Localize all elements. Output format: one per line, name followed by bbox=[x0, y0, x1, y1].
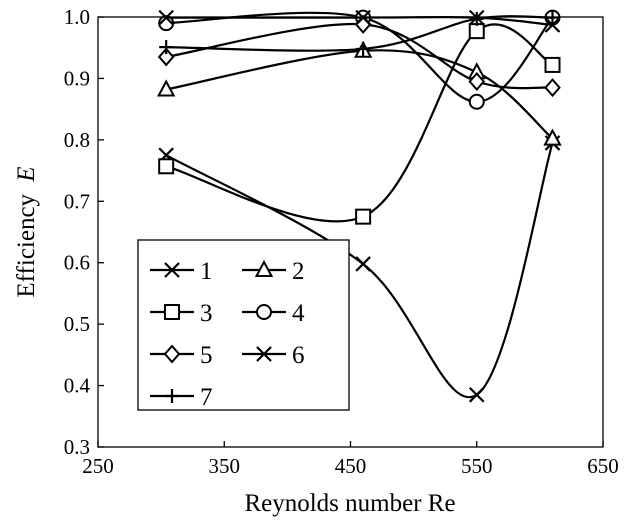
ticks-layer: 250 350 450 550 650 0.3 0.4 0.5 0.6 0.7 0.8 0.9 1.0 bbox=[64, 5, 619, 478]
legend-item-6: 6 bbox=[242, 342, 305, 369]
data-point-circle-marker bbox=[468, 93, 485, 110]
x-tick-label: 450 bbox=[335, 454, 367, 478]
legend-plus-marker bbox=[165, 389, 179, 403]
x-tick-label: 350 bbox=[209, 454, 241, 478]
legend: 1 2 3 4 5 6 7 bbox=[137, 239, 350, 411]
legend-label: 7 bbox=[200, 384, 213, 411]
data-point-square-marker bbox=[158, 158, 175, 175]
x-tick-label: 550 bbox=[461, 454, 493, 478]
legend-item-4: 4 bbox=[242, 300, 305, 327]
data-point-x-marker bbox=[355, 256, 371, 272]
data-point-diamond-marker bbox=[468, 71, 486, 92]
legend-item-7: 7 bbox=[150, 384, 213, 411]
legend-x-marker bbox=[256, 346, 272, 362]
legend-label: 2 bbox=[292, 258, 305, 285]
data-point-diamond-marker bbox=[157, 47, 175, 67]
legend-box bbox=[137, 239, 350, 411]
y-tick-label: 0.8 bbox=[64, 128, 90, 152]
x-axis-label: Reynolds number Re bbox=[244, 490, 455, 517]
y-tick-label: 1.0 bbox=[64, 5, 90, 29]
y-tick-label: 0.5 bbox=[64, 312, 90, 336]
data-point-triangle-marker bbox=[157, 79, 176, 97]
x-tick-label: 250 bbox=[82, 454, 114, 478]
legend-diamond-marker bbox=[163, 344, 181, 364]
y-axis-label-text: Efficiency bbox=[13, 193, 40, 297]
y-tick-label: 0.4 bbox=[64, 374, 91, 398]
data-point-square-marker bbox=[468, 23, 485, 40]
data-point-triangle-marker bbox=[543, 128, 562, 146]
data-point-plus-marker bbox=[159, 40, 174, 55]
legend-label: 1 bbox=[200, 258, 213, 285]
y-tick-label: 0.9 bbox=[64, 66, 90, 90]
series-line bbox=[166, 11, 554, 103]
legend-item-2: 2 bbox=[242, 258, 305, 285]
y-tick-label: 0.3 bbox=[64, 435, 90, 459]
y-axis-label: Efficiency E bbox=[13, 166, 40, 297]
series-3 bbox=[158, 23, 561, 225]
legend-square-marker bbox=[164, 304, 180, 320]
x-tick-label: 650 bbox=[587, 454, 619, 478]
legend-label: 6 bbox=[292, 342, 305, 369]
legend-item-1: 1 bbox=[150, 258, 213, 285]
series-line bbox=[165, 49, 554, 140]
legend-label: 3 bbox=[200, 300, 213, 327]
y-axis-label-variable: E bbox=[13, 166, 40, 182]
legend-circle-marker bbox=[256, 304, 272, 320]
series-layer bbox=[157, 9, 562, 403]
y-tick-label: 0.7 bbox=[64, 189, 90, 213]
data-point-x-marker bbox=[468, 387, 485, 403]
series-line bbox=[166, 15, 553, 52]
data-point-square-marker bbox=[544, 56, 561, 73]
series-2 bbox=[157, 40, 562, 146]
legend-label: 4 bbox=[292, 300, 305, 327]
series-line bbox=[165, 142, 554, 399]
data-point-plus-marker bbox=[469, 11, 484, 26]
y-tick-label: 0.6 bbox=[64, 251, 90, 275]
legend-triangle-marker bbox=[254, 259, 274, 277]
data-point-square-marker bbox=[355, 208, 372, 225]
legend-x-marker bbox=[164, 262, 180, 278]
series-line bbox=[165, 22, 553, 90]
data-point-x-marker bbox=[544, 17, 561, 33]
legend-item-3: 3 bbox=[150, 300, 213, 327]
legend-item-5: 5 bbox=[150, 342, 213, 369]
data-point-diamond-marker bbox=[544, 78, 561, 98]
series-line bbox=[165, 23, 554, 223]
data-point-plus-marker bbox=[356, 41, 371, 56]
legend-label: 5 bbox=[200, 342, 213, 369]
